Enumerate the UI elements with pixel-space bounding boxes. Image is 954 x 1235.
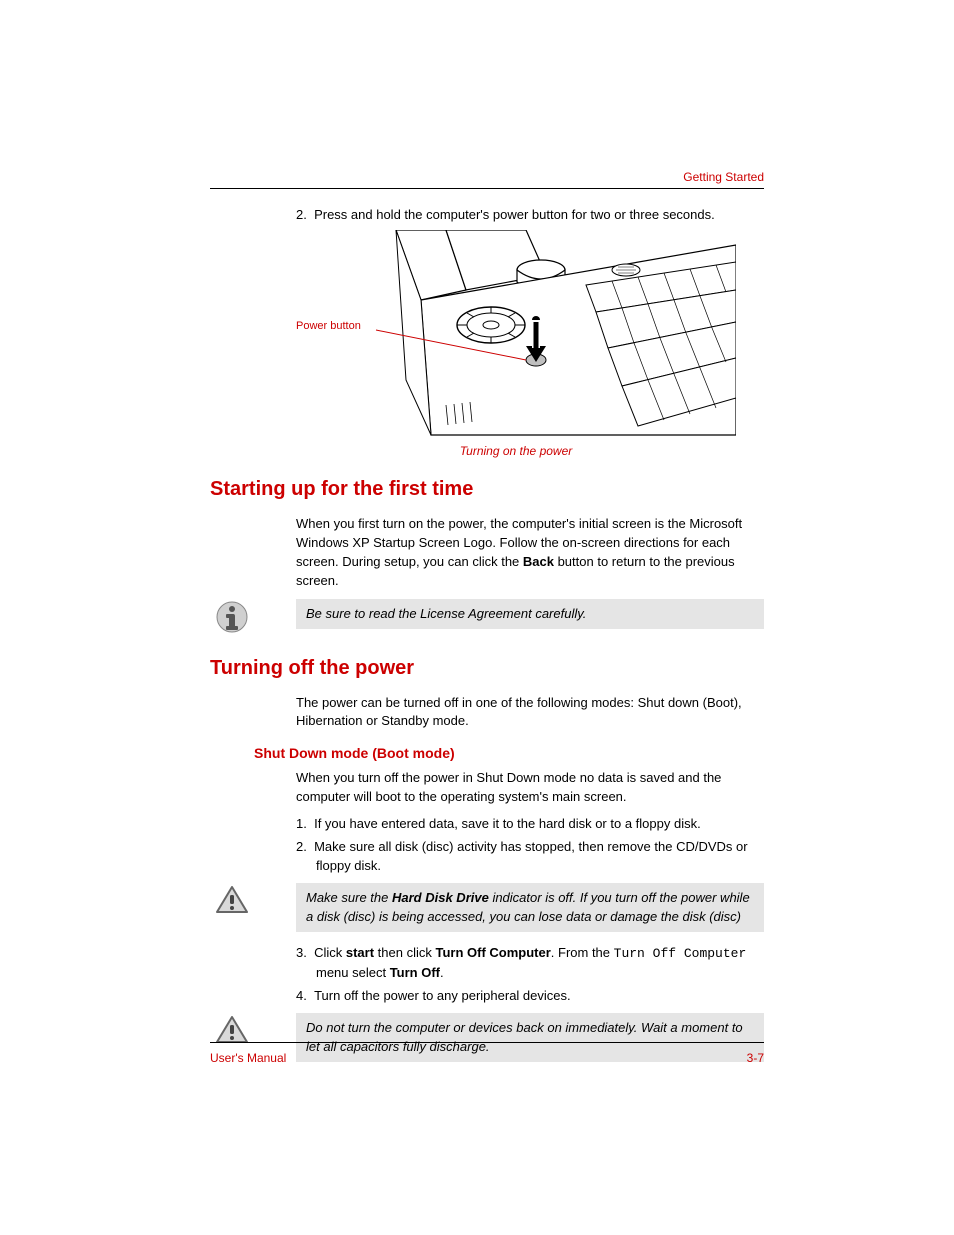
caution-text-2: Do not turn the computer or devices back… [296,1013,764,1061]
num: 2. [296,839,307,854]
text: . From the [551,945,614,960]
text-bold: Hard Disk Drive [392,890,489,905]
para-turning-off: The power can be turned off in one of th… [296,694,764,732]
list-item: 4. Turn off the power to any peripheral … [296,987,764,1006]
caution-icon [215,1015,249,1045]
figure-caption: Turning on the power [296,444,736,458]
step-2: 2. Press and hold the computer's power b… [296,206,764,224]
laptop-illustration [296,230,736,440]
caution-icon [215,885,249,915]
figure-power-button: Power button [296,230,736,440]
text-bold: Turn Off [390,965,440,980]
num: 1. [296,816,307,831]
figure-label-power-button: Power button [296,320,361,332]
text: Make sure all disk (disc) activity has s… [314,839,748,873]
step-text: Press and hold the computer's power butt… [314,207,715,222]
caution-text-1: Make sure the Hard Disk Drive indicator … [296,883,764,931]
text: Make sure the [306,890,392,905]
footer-manual-label: User's Manual [210,1051,286,1065]
info-callout: Be sure to read the License Agreement ca… [210,599,764,633]
caution-callout-1: Make sure the Hard Disk Drive indicator … [210,883,764,931]
list-item: 3. Click start then click Turn Off Compu… [296,944,764,983]
shutdown-steps-1-2: 1. If you have entered data, save it to … [296,815,764,876]
text-bold: Back [523,554,554,569]
step-num: 2. [296,207,307,222]
header-rule [210,188,764,189]
list-item: 1. If you have entered data, save it to … [296,815,764,834]
header-section-label: Getting Started [683,170,764,184]
para-shutdown: When you turn off the power in Shut Down… [296,769,764,807]
shutdown-steps-3-4: 3. Click start then click Turn Off Compu… [296,944,764,1006]
text: Turn off the power to any peripheral dev… [314,988,571,1003]
text: menu select [316,965,390,980]
text: . [440,965,444,980]
heading-turning-off: Turning off the power [210,657,764,680]
list-item: 2. Make sure all disk (disc) activity ha… [296,838,764,876]
footer-rule [210,1042,764,1043]
text-bold: start [346,945,374,960]
info-text: Be sure to read the License Agreement ca… [296,599,764,629]
heading-starting-up: Starting up for the first time [210,478,764,501]
caution-callout-2: Do not turn the computer or devices back… [210,1013,764,1061]
num: 3. [296,945,307,960]
text: If you have entered data, save it to the… [314,816,701,831]
text: then click [374,945,435,960]
info-icon [216,601,248,633]
para-starting-up: When you first turn on the power, the co… [296,515,764,590]
text: Click [314,945,346,960]
footer-page-number: 3-7 [747,1051,764,1065]
text-mono: Turn Off Computer [614,946,747,961]
subheading-shutdown: Shut Down mode (Boot mode) [254,745,764,761]
num: 4. [296,988,307,1003]
text-bold: Turn Off Computer [435,945,550,960]
